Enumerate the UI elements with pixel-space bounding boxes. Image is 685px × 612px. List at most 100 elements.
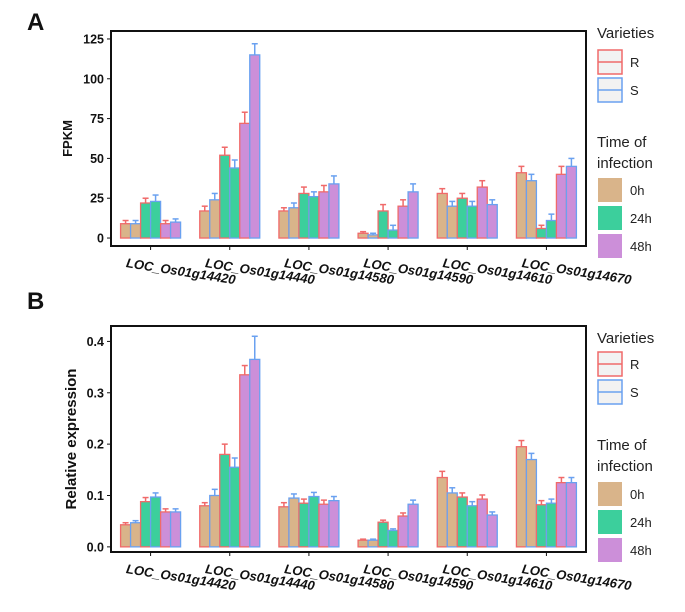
panel-a: AFPKM0255075100125LOC_Os01g14420LOC_Os01… xyxy=(27,9,654,287)
bar xyxy=(525,180,538,239)
bar xyxy=(119,524,132,548)
bar xyxy=(367,234,379,239)
bar xyxy=(565,482,578,548)
bar xyxy=(209,199,221,239)
bar xyxy=(486,514,498,548)
bar xyxy=(545,502,558,548)
bar xyxy=(466,205,478,239)
bar xyxy=(249,358,261,548)
bar xyxy=(239,122,251,239)
legend-time-key xyxy=(598,234,622,258)
bar xyxy=(466,505,478,548)
bar xyxy=(515,446,528,548)
bar xyxy=(298,502,310,548)
legend-time-title: infection xyxy=(597,458,653,475)
y-axis-label: Relative expression xyxy=(63,369,80,510)
bar xyxy=(199,210,211,239)
legend-time-key xyxy=(598,482,622,506)
y-tick-label: 0.3 xyxy=(87,386,104,400)
legend-variety-label: S xyxy=(630,385,639,400)
bar xyxy=(149,496,162,548)
legend-time-key xyxy=(598,178,622,202)
bar xyxy=(318,503,330,548)
legend: Varieties RS Time of infection 0h 24h 48h xyxy=(597,330,654,562)
legend-time-label: 48h xyxy=(630,239,652,254)
bar xyxy=(555,482,568,548)
bar xyxy=(357,232,369,239)
bar xyxy=(229,167,241,239)
y-tick-label: 125 xyxy=(83,32,104,46)
bar xyxy=(436,476,448,548)
bar xyxy=(446,205,458,239)
bar xyxy=(476,186,488,239)
legend-varieties-title: Varieties xyxy=(597,330,654,347)
panel-label: A xyxy=(27,9,44,36)
bar xyxy=(159,511,172,548)
bar xyxy=(555,173,568,239)
y-tick-label: 0.2 xyxy=(87,438,104,452)
legend-variety-label: S xyxy=(630,83,639,98)
bar xyxy=(486,203,498,239)
legend-time-title: infection xyxy=(597,155,653,172)
bar xyxy=(139,501,152,548)
bar xyxy=(407,191,419,239)
y-tick-label: 75 xyxy=(90,112,104,126)
bar xyxy=(535,227,548,239)
bar xyxy=(229,466,241,548)
y-tick-label: 0.4 xyxy=(87,335,104,349)
bar xyxy=(209,494,221,548)
bar xyxy=(149,200,162,239)
bar xyxy=(456,496,468,548)
bar xyxy=(377,210,389,239)
legend-time-label: 0h xyxy=(630,487,644,502)
bar xyxy=(397,515,409,548)
bar xyxy=(377,521,389,548)
legend-time-title: Time of xyxy=(597,437,647,454)
bar xyxy=(387,229,399,239)
bar xyxy=(535,504,548,548)
bar xyxy=(436,192,448,239)
legend-time-title: Time of xyxy=(597,134,647,151)
legend-time-label: 24h xyxy=(630,211,652,226)
bar xyxy=(515,172,528,239)
y-tick-label: 100 xyxy=(83,72,104,86)
bar xyxy=(298,192,310,239)
legend-time-key xyxy=(598,206,622,230)
y-tick-label: 0 xyxy=(97,232,104,246)
bar xyxy=(139,202,152,239)
bar xyxy=(129,223,142,239)
bar xyxy=(159,223,172,239)
bar xyxy=(129,522,142,548)
bar xyxy=(328,499,340,548)
bar xyxy=(545,219,558,239)
legend-variety-label: R xyxy=(630,357,639,372)
legend-time-label: 0h xyxy=(630,183,644,198)
bar xyxy=(446,492,458,548)
y-axis-label: FPKM xyxy=(60,120,75,157)
bar xyxy=(318,191,330,239)
bar xyxy=(357,539,369,548)
bar xyxy=(288,207,300,239)
bar xyxy=(199,505,211,548)
y-tick-label: 25 xyxy=(90,192,104,206)
bar xyxy=(387,529,399,548)
y-tick-label: 0.1 xyxy=(87,489,104,503)
bar xyxy=(169,221,182,239)
bar xyxy=(169,511,182,548)
legend-time-label: 48h xyxy=(630,543,652,558)
bar xyxy=(278,210,290,239)
bar xyxy=(525,458,538,548)
bar xyxy=(407,503,419,548)
bar xyxy=(565,165,578,239)
y-tick-label: 50 xyxy=(90,152,104,166)
y-tick-label: 0.0 xyxy=(87,540,104,554)
bar xyxy=(219,154,231,239)
bar xyxy=(278,506,290,548)
bar xyxy=(328,183,340,239)
bar xyxy=(119,223,132,239)
legend-time-key xyxy=(598,510,622,534)
panel-label: B xyxy=(27,288,44,315)
bar xyxy=(239,374,251,548)
